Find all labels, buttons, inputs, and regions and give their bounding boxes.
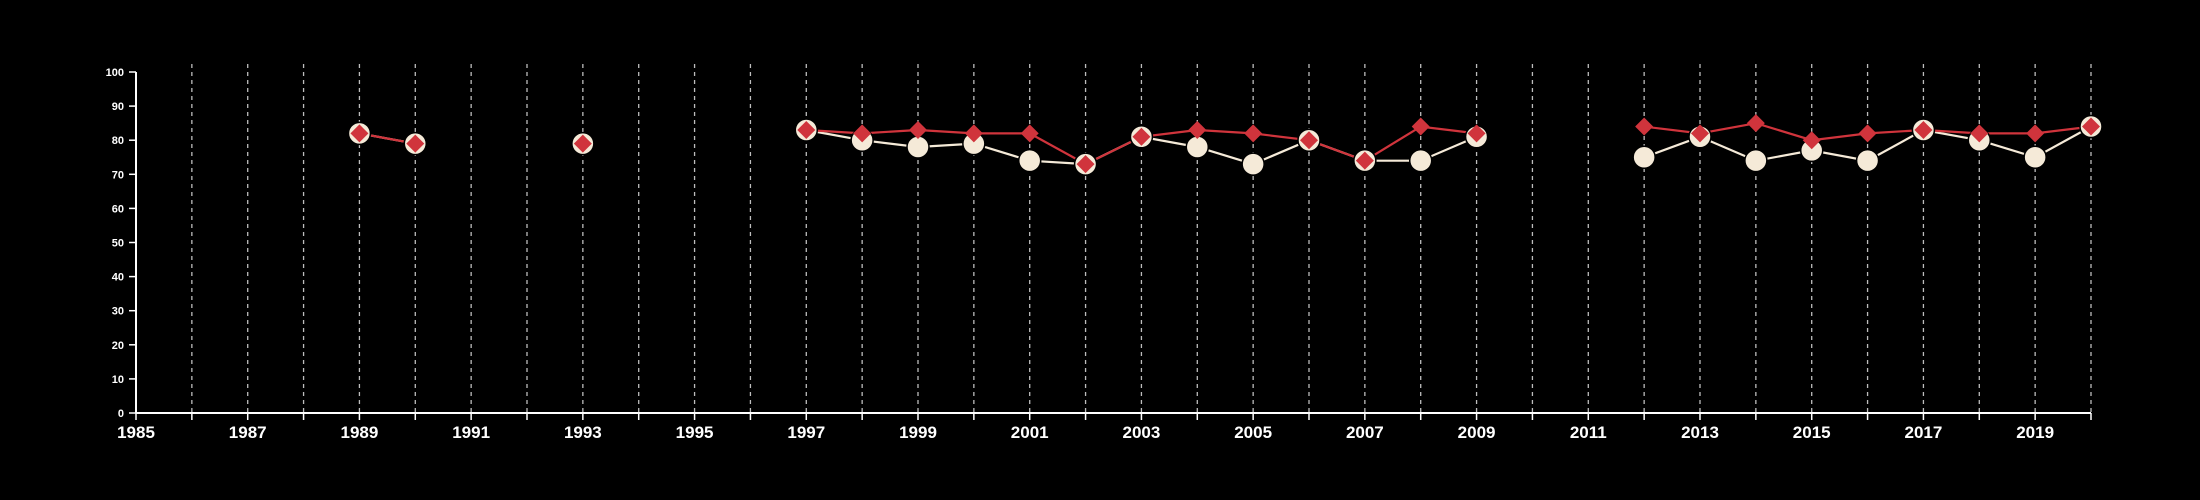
y-tick-label-20: 20 <box>112 340 124 352</box>
diamond-point-1993 <box>573 134 592 153</box>
y-tick-label-0: 0 <box>118 408 124 420</box>
circle-point-2004 <box>1185 135 1210 159</box>
grid-lines <box>191 64 2092 413</box>
axes: 0 10 20 30 40 50 60 70 80 90 100 1985 1987 1989 1991 19… <box>106 67 2092 442</box>
x-tick-label-1995: 1995 <box>676 423 714 442</box>
diamond-point-2019 <box>2026 124 2045 143</box>
x-tick-label-1989: 1989 <box>341 423 379 442</box>
diamond-point-2000 <box>964 124 983 143</box>
series-group <box>347 114 2103 176</box>
y-tick-label-80: 80 <box>112 135 124 147</box>
x-tick-label-1991: 1991 <box>452 423 490 442</box>
circle-point-2016 <box>1855 148 1880 173</box>
diamond-point-1999 <box>909 120 927 139</box>
diamond-point-2004 <box>1188 120 1207 139</box>
diamond-point-2020 <box>2082 117 2100 136</box>
diamond-point-1990 <box>406 134 425 153</box>
x-tick-label-2007: 2007 <box>1346 423 1384 442</box>
diamond-point-2007 <box>1355 151 1374 170</box>
y-tick-label-40: 40 <box>112 272 124 284</box>
y-tick-label-70: 70 <box>112 169 124 181</box>
diamond-point-2001 <box>1020 124 1039 143</box>
x-tick-label-1985: 1985 <box>117 423 155 442</box>
x-tick-label-1993: 1993 <box>564 423 602 442</box>
diamond-point-2018 <box>1970 124 1989 143</box>
x-tick-label-2009: 2009 <box>1458 423 1496 442</box>
circle-point-1999 <box>906 135 930 159</box>
circle-point-2001 <box>1017 148 1042 173</box>
x-tick-label-2013: 2013 <box>1681 423 1719 442</box>
diamond-point-1989 <box>350 124 369 143</box>
diamond-point-2017 <box>1914 120 1933 139</box>
diamond-point-1997 <box>797 120 816 139</box>
series-0-markers <box>347 114 2103 176</box>
diamond-point-2008 <box>1411 117 1430 136</box>
x-tick-label-2015: 2015 <box>1793 423 1831 442</box>
circle-point-2012 <box>1632 145 1656 169</box>
diamond-point-2015 <box>1802 131 1821 150</box>
x-tick-label-2001: 2001 <box>1011 423 1049 442</box>
diamond-point-1998 <box>853 124 872 143</box>
x-tick-label-2003: 2003 <box>1123 423 1161 442</box>
circle-point-2014 <box>1744 148 1768 173</box>
x-tick-label-2011: 2011 <box>1570 423 1607 442</box>
x-tick-label-1997: 1997 <box>787 423 825 442</box>
diamond-point-2016 <box>1858 124 1877 143</box>
diamond-point-2003 <box>1132 127 1151 146</box>
circle-point-2019 <box>2023 145 2047 169</box>
diamond-point-2012 <box>1635 117 1654 136</box>
y-tick-label-50: 50 <box>112 238 124 250</box>
x-tick-label-1987: 1987 <box>229 423 267 442</box>
circle-point-2005 <box>1241 152 1265 176</box>
x-tick-label-2005: 2005 <box>1234 423 1272 442</box>
series-1-lines <box>359 122 2092 166</box>
diamond-point-2002 <box>1076 155 1095 174</box>
diamond-point-2009 <box>1467 124 1486 143</box>
diamond-point-2014 <box>1746 114 1765 133</box>
y-tick-label-30: 30 <box>112 306 124 318</box>
circle-point-2008 <box>1408 148 1433 173</box>
x-tick-label-2017: 2017 <box>1905 423 1943 442</box>
y-tick-label-100: 100 <box>106 67 124 79</box>
y-tick-label-10: 10 <box>112 374 124 386</box>
x-tick-label-2019: 2019 <box>2016 423 2054 442</box>
diamond-point-2005 <box>1244 124 1263 143</box>
series-1-markers <box>350 114 2100 174</box>
y-tick-label-60: 60 <box>112 203 124 215</box>
y-tick-label-90: 90 <box>112 101 124 113</box>
x-tick-label-1999: 1999 <box>899 423 937 442</box>
diamond-point-2013 <box>1691 124 1709 143</box>
diamond-point-2006 <box>1300 131 1318 150</box>
